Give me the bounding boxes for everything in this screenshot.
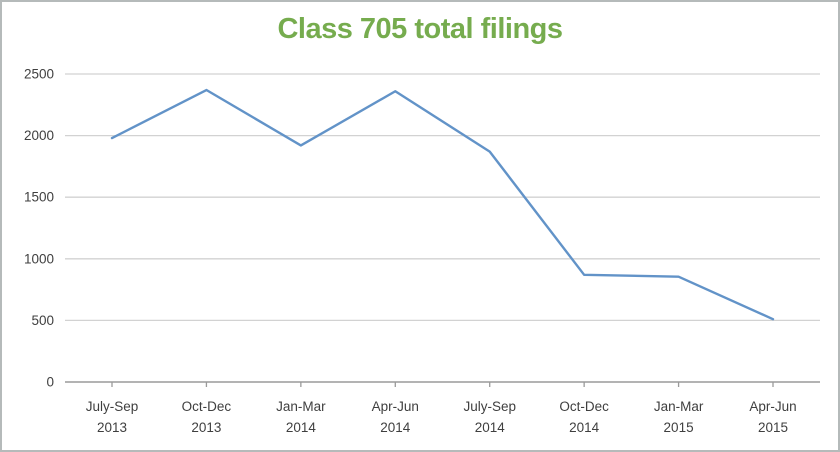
x-axis-ticks xyxy=(111,382,774,387)
y-tick-label: 0 xyxy=(46,375,54,390)
y-tick-label: 2500 xyxy=(24,67,54,82)
x-category-label-year: 2015 xyxy=(758,420,788,435)
x-category-label-quarter: Apr-Jun xyxy=(749,399,796,414)
x-category-label-year: 2014 xyxy=(286,420,317,435)
y-tick-label: 1500 xyxy=(24,190,54,205)
x-category-label-quarter: Jan-Mar xyxy=(276,399,326,414)
y-tick-label: 2000 xyxy=(24,128,54,143)
x-category-label-quarter: Oct-Dec xyxy=(182,399,232,414)
x-category-label-quarter: July-Sep xyxy=(463,399,516,414)
series xyxy=(110,88,775,321)
x-category-label-quarter: Jan-Mar xyxy=(654,399,704,414)
x-category-label-year: 2015 xyxy=(664,420,694,435)
gridlines xyxy=(65,73,820,383)
y-axis-tick-labels: 0 500 1000 1500 2000 2500 xyxy=(24,67,54,390)
x-category-label-year: 2014 xyxy=(475,420,506,435)
x-category-label-year: 2013 xyxy=(97,420,127,435)
x-axis-category-labels: July-Sep 2013 Oct-Dec 2013 Jan-Mar 2014 Apr-Ju… xyxy=(86,399,797,435)
x-category-label-year: 2014 xyxy=(380,420,411,435)
x-category-label-quarter: July-Sep xyxy=(86,399,139,414)
x-category-label-quarter: Oct-Dec xyxy=(559,399,609,414)
y-tick-label: 500 xyxy=(31,313,54,328)
series-line xyxy=(110,88,775,321)
x-category-label-quarter: Apr-Jun xyxy=(372,399,419,414)
chart-title: Class 705 total filings xyxy=(277,13,563,45)
y-tick-label: 1000 xyxy=(24,251,54,266)
x-category-label-year: 2013 xyxy=(191,420,221,435)
x-category-label-year: 2014 xyxy=(569,420,600,435)
